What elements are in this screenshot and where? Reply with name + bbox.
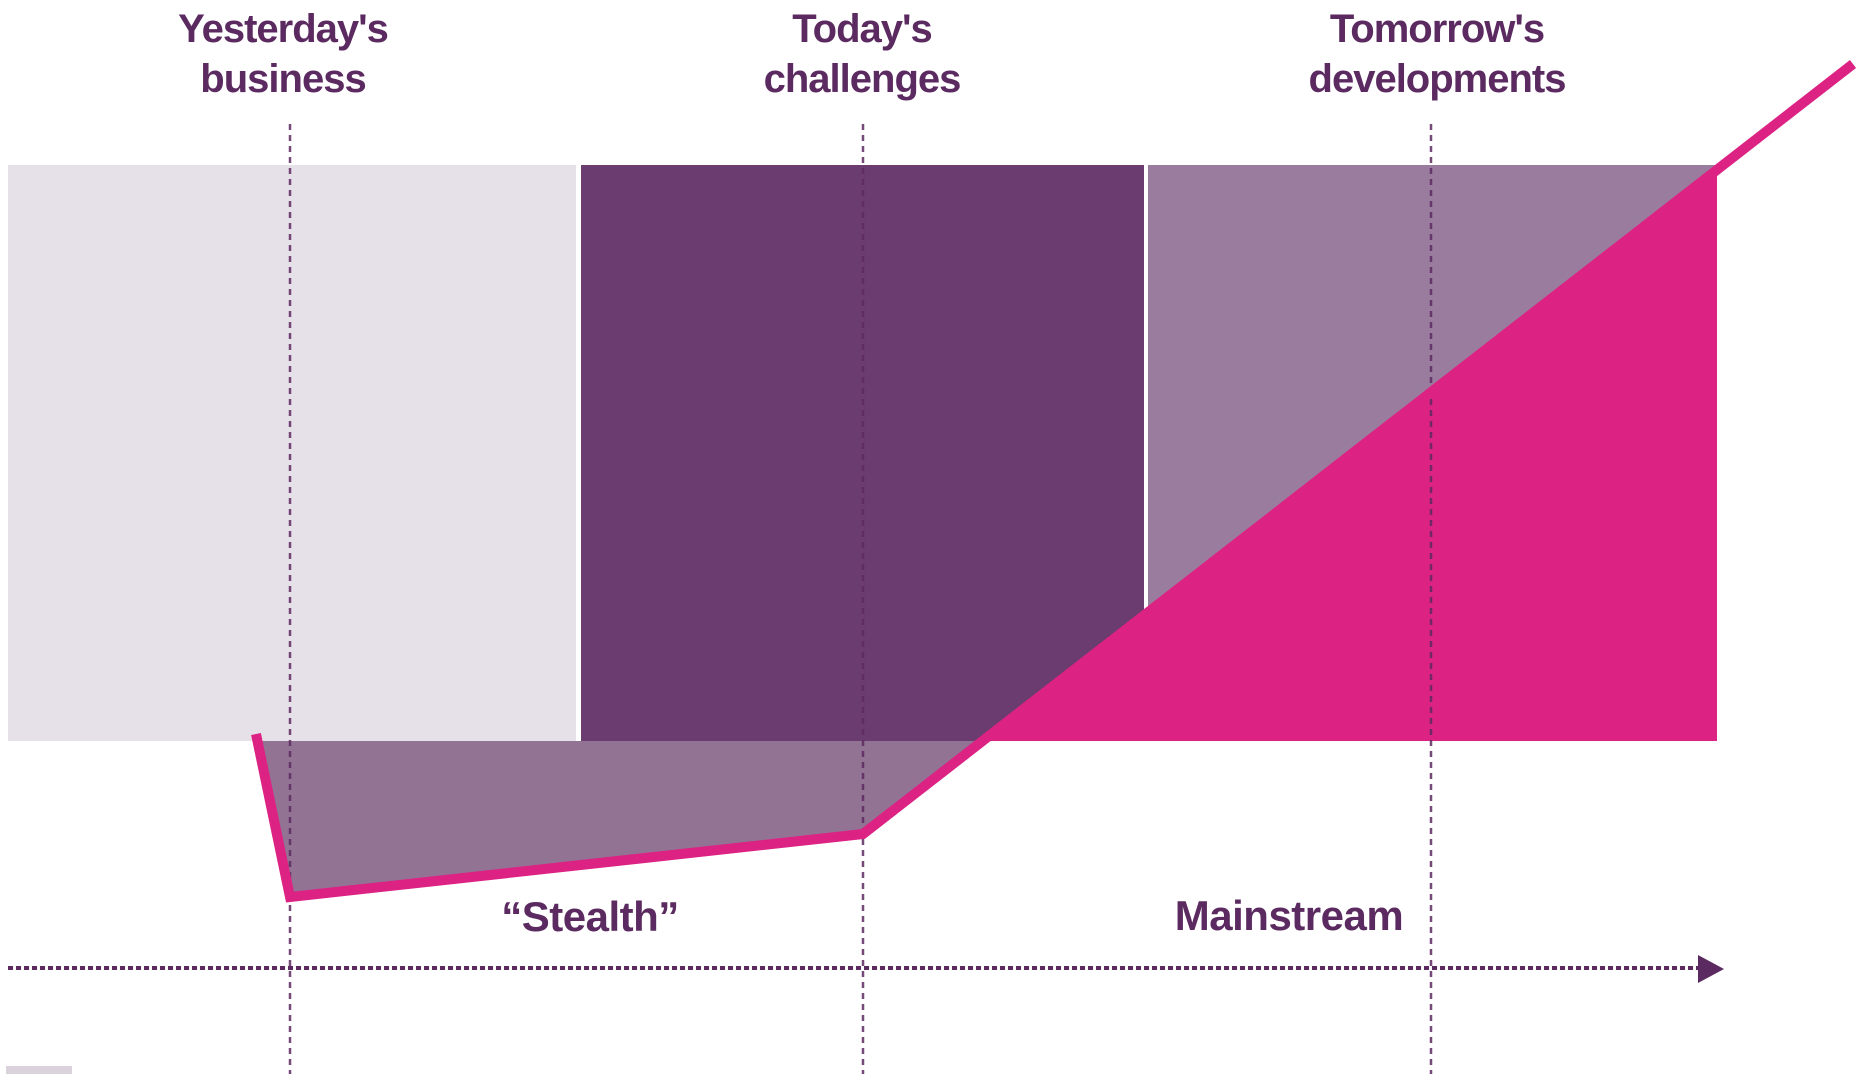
trend-line bbox=[251, 60, 1857, 903]
stealth-label: “Stealth” bbox=[501, 893, 679, 940]
phase-label-line1: Yesterday's bbox=[178, 7, 389, 51]
band-yesterdays-business bbox=[8, 165, 576, 741]
mainstream-label: Mainstream bbox=[1174, 892, 1404, 939]
phase-label-todays-challenges: Today's challenges bbox=[662, 4, 1062, 104]
phase-label-line1: Today's bbox=[792, 7, 933, 51]
phase-label-line2: challenges bbox=[763, 57, 962, 101]
cropped-label-fragment bbox=[6, 1066, 72, 1074]
phase-label-line2: developments bbox=[1308, 57, 1567, 101]
time-axis-arrowhead bbox=[1698, 955, 1724, 983]
stealth-under-region bbox=[258, 741, 984, 897]
phase-label-line2: business bbox=[200, 57, 366, 101]
phase-label-yesterdays-business: Yesterday's business bbox=[83, 4, 483, 104]
phase-label-tomorrows-developments: Tomorrow's developments bbox=[1237, 4, 1637, 104]
phase-label-line1: Tomorrow's bbox=[1329, 7, 1545, 51]
